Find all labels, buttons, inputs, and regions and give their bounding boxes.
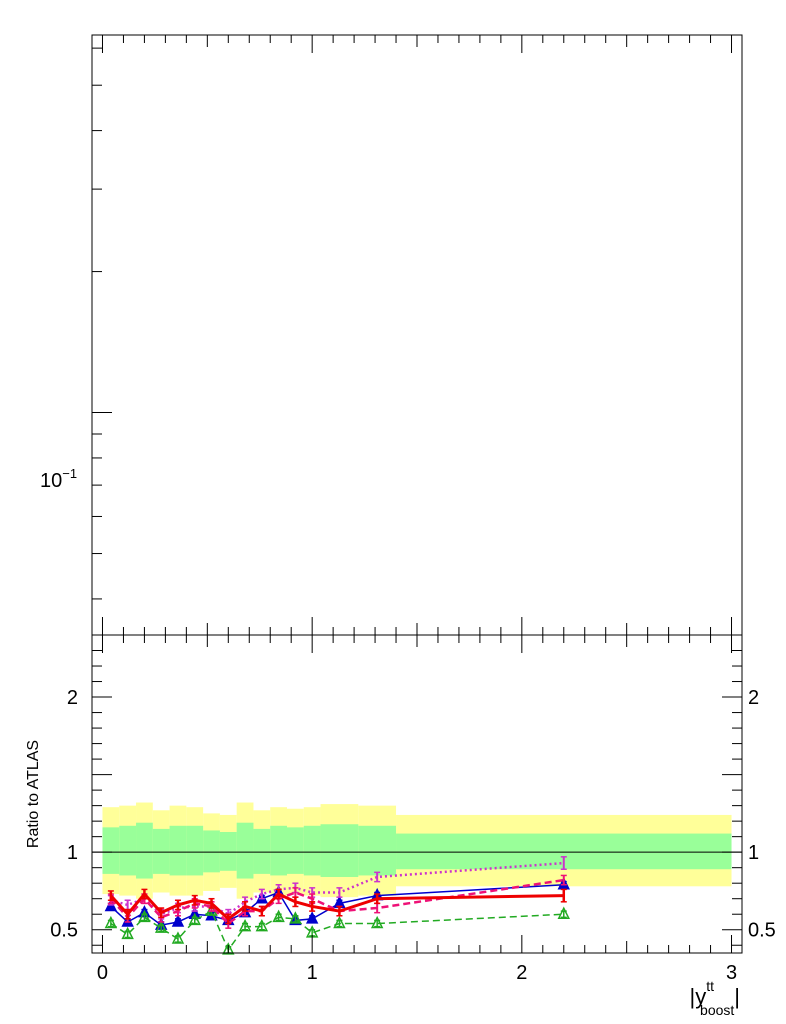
series-line <box>109 891 564 921</box>
main-y-tick-label: 10−1 <box>40 466 77 492</box>
x-axis-title-superscript: tt <box>706 978 714 994</box>
green-band-bin <box>320 824 359 877</box>
y-tick-label-right: 1 <box>748 842 759 864</box>
x-tick-label: 3 <box>726 962 737 984</box>
data-point-marker <box>104 915 118 929</box>
series-line <box>110 883 564 926</box>
data-point-marker <box>557 906 570 919</box>
green-band-bin <box>253 828 271 874</box>
green-band-bin <box>102 827 120 874</box>
green-band-bin <box>203 830 220 873</box>
green-band-bin <box>287 827 304 874</box>
x-axis-title-subscript: boost <box>700 1002 734 1018</box>
data-point-marker <box>222 942 235 955</box>
green-band-bin <box>186 825 204 876</box>
y-tick-label-right: 0.5 <box>748 920 776 942</box>
series-4 <box>107 888 567 925</box>
data-point-marker <box>370 915 384 929</box>
data-point-marker <box>171 931 185 944</box>
green-band-bin <box>270 825 287 876</box>
data-point-marker <box>255 918 269 932</box>
green-band-bin <box>358 825 397 876</box>
y-tick-label-left: 0.5 <box>50 920 78 942</box>
data-point-marker <box>154 920 168 933</box>
data-point-marker <box>138 909 151 923</box>
main-y-tick-base: 10 <box>40 470 62 492</box>
green-band-bin <box>136 822 153 879</box>
green-band-bin <box>236 822 254 879</box>
data-point-marker <box>171 914 185 927</box>
green-band-bin <box>152 828 170 874</box>
y-tick-label-right: 2 <box>748 687 759 709</box>
x-tick-label: 2 <box>516 962 527 984</box>
y-tick-label-left: 1 <box>67 842 78 864</box>
uncertainty-bands <box>102 802 732 899</box>
data-point-marker <box>305 911 319 924</box>
series-line <box>110 910 564 952</box>
x-tick-label: 0 <box>97 962 108 984</box>
tick-labels: 0 1 2 3 0.5 0.5 1 1 2 2 <box>50 687 776 984</box>
main-panel: 10−1 <box>40 34 743 636</box>
x-tick-label: 1 <box>307 962 318 984</box>
main-y-tick-exponent: −1 <box>62 466 77 481</box>
green-band-bin <box>303 825 321 876</box>
x-axis-title-main: |y <box>690 984 707 1009</box>
data-point-marker <box>289 911 302 924</box>
green-band-bin <box>169 825 187 876</box>
x-axis-title: |ytt boost| <box>690 978 740 1018</box>
green-band-bin <box>219 832 237 871</box>
ratio-panel: 0 1 2 3 0.5 0.5 1 1 2 2 Ratio to ATLAS |ytt boost| <box>25 634 776 1018</box>
y-tick-label-left: 2 <box>67 687 78 709</box>
data-point-marker <box>188 912 201 926</box>
data-point-marker <box>333 915 346 929</box>
data-point-marker <box>272 909 285 923</box>
y-axis-title: Ratio to ATLAS <box>25 740 42 848</box>
green-band-bin <box>119 825 137 876</box>
x-axis-title-close: | <box>734 984 740 1009</box>
main-ticks <box>92 35 733 635</box>
ratio-ticks <box>92 635 742 953</box>
main-frame <box>91 34 743 636</box>
data-point-marker <box>121 926 134 940</box>
data-point-marker <box>238 918 252 932</box>
series-layer <box>104 856 570 955</box>
